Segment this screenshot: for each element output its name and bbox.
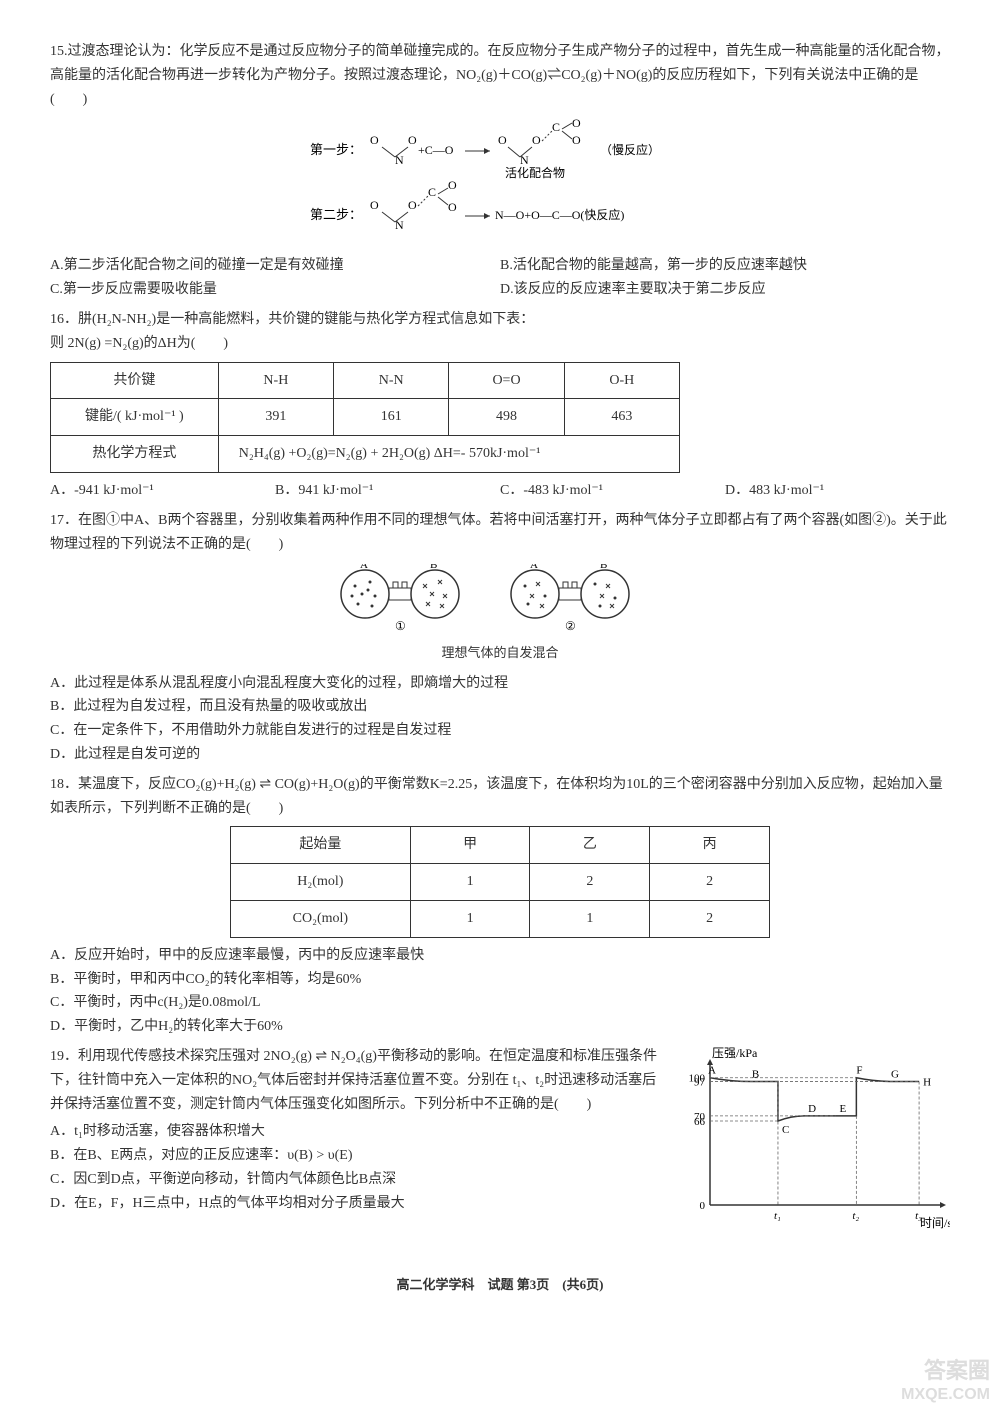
table-row: 热化学方程式 N₂H₄(g) +O₂(g)=N₂(g) + 2H₂O(g) ΔH… — [51, 436, 680, 473]
svg-text:66: 66 — [694, 1116, 706, 1128]
fast-label: N—O+O—C—O(快反应) — [495, 207, 624, 222]
svg-text:t₁: t₁ — [774, 1210, 781, 1222]
q15-option-c: C.第一步反应需要吸收能量 — [50, 278, 500, 302]
q18-stem: 18．某温度下，反应CO₂(g)+H₂(g) ⇌ CO(g)+H₂O(g)的平衡… — [50, 773, 950, 821]
q17-option-b: B．此过程为自发过程，而且没有热量的吸收或放出 — [50, 695, 950, 719]
svg-text:O: O — [448, 200, 457, 214]
q17-option-a: A．此过程是体系从混乱程度小向混乱程度大变化的过程，即熵增大的过程 — [50, 672, 950, 696]
svg-text:C: C — [552, 120, 560, 134]
svg-text:B: B — [752, 1069, 759, 1081]
q18-option-b: B．平衡时，甲和丙中CO₂的转化率相等，均是60% — [50, 968, 950, 992]
svg-text:t₃: t₃ — [915, 1210, 922, 1222]
svg-text:O: O — [370, 133, 379, 147]
q18-option-c: C．平衡时，丙中c(H₂)是0.08mol/L — [50, 991, 950, 1015]
watermark: 答案圈 MXQE.COM — [901, 1358, 990, 1404]
svg-text:时间/s: 时间/s — [920, 1216, 950, 1230]
svg-text:C: C — [782, 1124, 789, 1136]
table-row: 起始量 甲 乙 丙 — [231, 827, 770, 864]
q19-option-b: B．在B、E两点，对应的正反应速率：υ(B) > υ(E) — [50, 1144, 660, 1168]
q19-stem: 19．利用现代传感技术探究压强对 2NO₂(g) ⇌ N₂O₄(g)平衡移动的影… — [50, 1045, 660, 1116]
svg-text:A: A — [708, 1065, 716, 1077]
q17-option-c: C．在一定条件下，不用借助外力就能自发进行的过程是自发过程 — [50, 719, 950, 743]
svg-text:A: A — [530, 564, 538, 571]
svg-text:O: O — [532, 133, 541, 147]
question-19: 19．利用现代传感技术探究压强对 2NO₂(g) ⇌ N₂O₄(g)平衡移动的影… — [50, 1045, 950, 1244]
q15-option-b: B.活化配合物的能量越高，第一步的反应速率越快 — [500, 254, 950, 278]
huohua-label: 活化配合物 — [505, 165, 565, 180]
question-17: 17．在图①中A、B两个容器里，分别收集着两种作用不同的理想气体。若将中间活塞打… — [50, 509, 950, 767]
question-15: 15.过渡态理论认为：化学反应不是通过反应物分子的简单碰撞完成的。在反应物分子生… — [50, 40, 950, 302]
svg-text:N: N — [395, 218, 404, 232]
slow-label: （慢反应） — [600, 142, 660, 157]
svg-text:+C—O: +C—O — [418, 143, 454, 157]
svg-text:②: ② — [565, 619, 576, 633]
question-18: 18．某温度下，反应CO₂(g)+H₂(g) ⇌ CO(g)+H₂O(g)的平衡… — [50, 773, 950, 1039]
svg-text:O: O — [572, 119, 581, 130]
q17-caption: 理想气体的自发混合 — [50, 642, 950, 664]
q18-table: 起始量 甲 乙 丙 H₂(mol) 1 2 2 CO₂(mol) 1 1 2 — [230, 826, 770, 937]
svg-text:B: B — [600, 564, 607, 571]
svg-text:N: N — [520, 153, 529, 167]
q17-stem: 17．在图①中A、B两个容器里，分别收集着两种作用不同的理想气体。若将中间活塞打… — [50, 509, 950, 557]
q18-option-d: D．平衡时，乙中H₂的转化率大于60% — [50, 1015, 950, 1039]
q19-option-d: D．在E，F，H三点中，H点的气体平均相对分子质量最大 — [50, 1192, 660, 1216]
q15-stem: 15.过渡态理论认为：化学反应不是通过反应物分子的简单碰撞完成的。在反应物分子生… — [50, 40, 950, 111]
svg-text:F: F — [856, 1065, 862, 1077]
svg-text:O: O — [572, 133, 581, 147]
svg-text:H: H — [923, 1077, 931, 1089]
q19-chart: 压强/kPa时间/s1009770660t₁t₂t₃ABCDEFGH — [670, 1045, 950, 1244]
svg-text:G: G — [891, 1069, 899, 1081]
q16-stem2: 则 2N(g) =N₂(g)的ΔH为( ) — [50, 332, 950, 356]
svg-text:C: C — [428, 185, 436, 199]
svg-text:A: A — [360, 564, 368, 571]
svg-text:0: 0 — [700, 1200, 706, 1212]
svg-text:O: O — [408, 198, 417, 212]
q15-diagram: 第一步： O N O +C—O O N O C O O （慢反应） 活化配合物 — [50, 119, 950, 246]
q16-option-a: A．-941 kJ·mol⁻¹ — [50, 479, 275, 503]
q15-option-a: A.第二步活化配合物之间的碰撞一定是有效碰撞 — [50, 254, 500, 278]
svg-text:压强/kPa: 压强/kPa — [712, 1046, 758, 1060]
q16-option-b: B．941 kJ·mol⁻¹ — [275, 479, 500, 503]
svg-text:97: 97 — [694, 1077, 706, 1089]
q16-option-c: C．-483 kJ·mol⁻¹ — [500, 479, 725, 503]
q16-stem1: 16．肼(H₂N-NH₂)是一种高能燃料，共价键的键能与热化学方程式信息如下表： — [50, 308, 950, 332]
q15-option-d: D.该反应的反应速率主要取决于第二步反应 — [500, 278, 950, 302]
q17-option-d: D．此过程是自发可逆的 — [50, 743, 950, 767]
table-row: 共价键 N-H N-N O=O O-H — [51, 362, 680, 399]
page-footer: 高二化学学科 试题 第3页 (共6页) — [50, 1274, 950, 1296]
svg-text:N: N — [395, 153, 404, 167]
q16-table: 共价键 N-H N-N O=O O-H 键能/( kJ·mol⁻¹ ) 391 … — [50, 362, 680, 473]
q19-option-c: C．因C到D点，平衡逆向移动，针筒内气体颜色比B点深 — [50, 1168, 660, 1192]
question-16: 16．肼(H₂N-NH₂)是一种高能燃料，共价键的键能与热化学方程式信息如下表：… — [50, 308, 950, 503]
table-row: 键能/( kJ·mol⁻¹ ) 391 161 498 463 — [51, 399, 680, 436]
svg-text:B: B — [430, 564, 437, 571]
q16-option-d: D．483 kJ·mol⁻¹ — [725, 479, 950, 503]
svg-text:O: O — [370, 198, 379, 212]
svg-text:O: O — [408, 133, 417, 147]
step2-label: 第二步： — [310, 207, 362, 222]
svg-text:O: O — [448, 178, 457, 192]
svg-text:t₂: t₂ — [852, 1210, 859, 1222]
svg-text:D: D — [808, 1103, 816, 1115]
q17-diagram: A B ① A B ② 理想气体的自发混合 — [50, 564, 950, 663]
q19-option-a: A．t₁时移动活塞，使容器体积增大 — [50, 1120, 660, 1144]
step1-label: 第一步： — [310, 142, 362, 157]
table-row: H₂(mol) 1 2 2 — [231, 864, 770, 901]
svg-text:O: O — [498, 133, 507, 147]
table-row: CO₂(mol) 1 1 2 — [231, 901, 770, 938]
svg-text:①: ① — [395, 619, 406, 633]
q18-option-a: A．反应开始时，甲中的反应速率最慢，丙中的反应速率最快 — [50, 944, 950, 968]
svg-text:E: E — [839, 1103, 846, 1115]
